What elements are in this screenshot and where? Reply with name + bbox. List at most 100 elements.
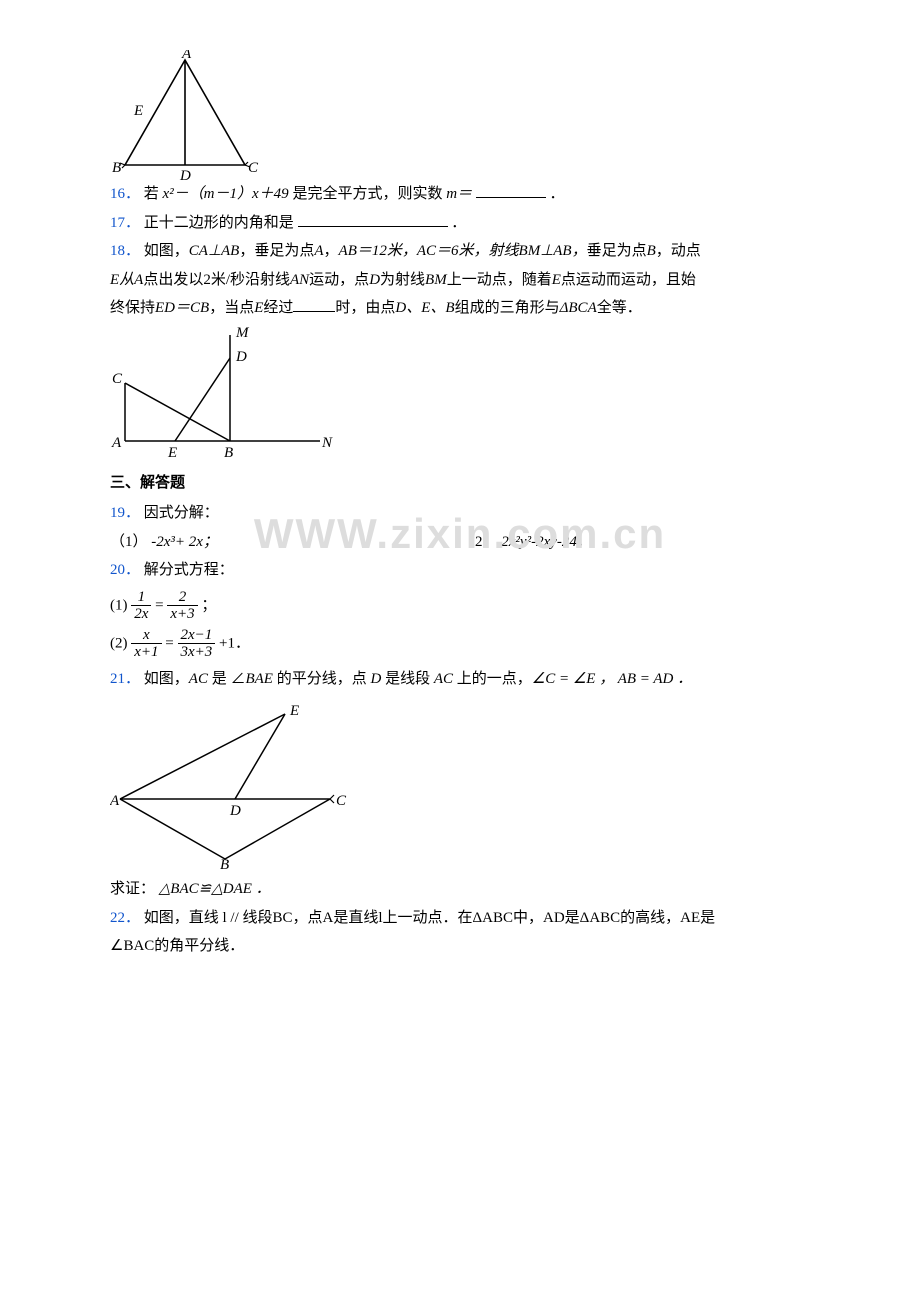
q18-l3h: 组成的三角形与	[455, 300, 560, 316]
q22-line1: 如图，直线 l // 线段BC，点A是直线l上一动点．在ΔABC中，AD是ΔAB…	[144, 910, 715, 926]
q20-p2-tail: +1．	[219, 635, 250, 651]
q20-p1-tail: ；	[201, 597, 216, 613]
q20-p1-rhs-den: x+3	[167, 606, 197, 623]
fig21-D: D	[229, 803, 241, 819]
q20-p2-rhs-num: 2x−1	[178, 627, 216, 645]
q21-s3: 是 ∠	[208, 671, 246, 687]
eq-sign-2: =	[165, 635, 177, 651]
q18-l3g: D、E、B	[395, 300, 454, 316]
q19-part1: （1） -2x³+ 2x；	[110, 528, 460, 557]
q20-p1-lhs-num: 1	[131, 589, 151, 607]
figure-q15-triangle: A B C D E	[110, 50, 260, 180]
q18-l3c: ，当点	[209, 300, 254, 316]
q20-title: 解分式方程：	[144, 562, 234, 578]
q17-blank	[298, 211, 448, 227]
q18-l2d: 运动，点	[309, 272, 369, 288]
label-E: E	[133, 103, 143, 119]
fig18-C: C	[112, 371, 123, 387]
q19-parts: （1） -2x³+ 2x； （2） 2x²y²-2xy-24．	[110, 528, 810, 557]
question-19: 19． 因式分解：	[110, 499, 810, 528]
q18-s4: A	[314, 243, 323, 259]
q20-p2-rhs: 2x−1 3x+3	[178, 627, 216, 661]
q17-text-pre: 正十二边形的内角和是	[144, 215, 294, 231]
fig21-C: C	[336, 793, 347, 809]
q18-s6: AB＝12米，AC＝6米，射线BM⊥AB，	[339, 243, 587, 259]
q18-l3d: E	[254, 300, 263, 316]
q20-p2-lhs: x x+1	[131, 627, 161, 661]
question-18: 18． 如图，CA⊥AB，垂足为点A，AB＝12米，AC＝6米，射线BM⊥AB，…	[110, 237, 810, 323]
q20-p1-label: (1)	[110, 597, 128, 613]
q21-s9: 上的一点，	[453, 671, 532, 687]
q21-s6: D	[370, 671, 381, 687]
q18-l2c: AN	[290, 272, 309, 288]
q18-s5: ，	[324, 243, 339, 259]
q18-l2h: 上一动点，随着	[447, 272, 552, 288]
label-A: A	[181, 50, 192, 62]
section-3-title: 三、解答题	[110, 469, 810, 498]
question-20: 20． 解分式方程：	[110, 556, 810, 585]
q20-p1-rhs-num: 2	[167, 589, 197, 607]
q21-s7: 是线段	[381, 671, 434, 687]
q19-p1-label: （1）	[110, 534, 148, 550]
fig18-E: E	[167, 445, 177, 461]
q18-s8: B	[647, 243, 656, 259]
q21-s10: ∠C = ∠E ， AB = AD ．	[532, 671, 692, 687]
q21-prove-pre: 求证：	[110, 881, 155, 897]
q21-s2: AC	[189, 671, 208, 687]
q21-s8: AC	[434, 671, 453, 687]
qnum-20: 20．	[110, 562, 140, 578]
q21-s4: BAE	[245, 671, 273, 687]
q18-l2a: E从A	[110, 272, 143, 288]
q18-s3: ，垂足为点	[239, 243, 314, 259]
q16-var: m＝	[446, 186, 472, 202]
q18-l2e: D	[369, 272, 380, 288]
fig18-D: D	[235, 349, 247, 365]
q21-s5: 的平分线，点	[273, 671, 371, 687]
eq-sign-1: =	[155, 597, 167, 613]
q18-s9: ，动点	[656, 243, 701, 259]
figure-q21: A C D E B	[110, 699, 360, 869]
q19-p1-expr: -2x³+ 2x；	[151, 534, 218, 550]
fig18-M: M	[235, 325, 250, 341]
question-17: 17． 正十二边形的内角和是 ．	[110, 209, 810, 238]
q21-prove: 求证： △BAC≌△DAE ．	[110, 875, 810, 904]
question-21: 21． 如图，AC 是 ∠BAE 的平分线，点 D 是线段 AC 上的一点，∠C…	[110, 665, 810, 694]
question-22: 22． 如图，直线 l // 线段BC，点A是直线l上一动点．在ΔABC中，AD…	[110, 904, 810, 933]
fig18-N: N	[321, 435, 333, 451]
q17-text-post: ．	[451, 215, 466, 231]
q20-p1-lhs: 1 2x	[131, 589, 151, 623]
fig21-A: A	[110, 793, 120, 809]
q16-text-pre: 若	[144, 186, 159, 202]
q18-l3i: ΔBCA	[560, 300, 597, 316]
fig21-B: B	[220, 857, 229, 869]
q18-l2b: 点出发以2米/秒沿射线	[143, 272, 290, 288]
qnum-16: 16．	[110, 186, 140, 202]
figure-q18: A C E B D M N	[110, 323, 340, 463]
q20-p2-lhs-num: x	[131, 627, 161, 645]
q16-text-mid: 是完全平方式，则实数	[292, 186, 442, 202]
q20-part1: (1) 1 2x = 2 x+3 ；	[110, 589, 810, 623]
qnum-22: 22．	[110, 910, 140, 926]
q19-part2: （2） 2x²y²-2xy-24．	[460, 528, 810, 557]
q18-l3e: 经过	[263, 300, 293, 316]
q18-l3b: ED＝CB	[155, 300, 209, 316]
qnum-21: 21．	[110, 671, 140, 687]
q18-s2: CA⊥AB	[189, 243, 240, 259]
fig21-E: E	[289, 703, 299, 719]
q18-l2j: 点运动而运动，且始	[561, 272, 696, 288]
q20-p2-lhs-den: x+1	[131, 644, 161, 661]
q18-s1: 如图，	[144, 243, 189, 259]
q18-l3a: 终保持	[110, 300, 155, 316]
q20-p2-rhs-den: 3x+3	[178, 644, 216, 661]
q19-p2-expr: 2x²y²-2xy-24．	[501, 534, 592, 550]
label-D: D	[179, 168, 191, 180]
q18-l2f: 为射线	[380, 272, 425, 288]
qnum-19: 19．	[110, 505, 140, 521]
fig18-B: B	[224, 445, 233, 461]
exam-page: A B C D E 16． 若 x²－（m－1）x＋49 是完全平方式，则实数 …	[0, 0, 920, 1021]
label-C: C	[248, 160, 259, 176]
qnum-18: 18．	[110, 243, 140, 259]
q20-p2-label: (2)	[110, 635, 128, 651]
q16-expr: x²－（m－1）x＋49	[163, 186, 289, 202]
q18-l2i: E	[552, 272, 561, 288]
